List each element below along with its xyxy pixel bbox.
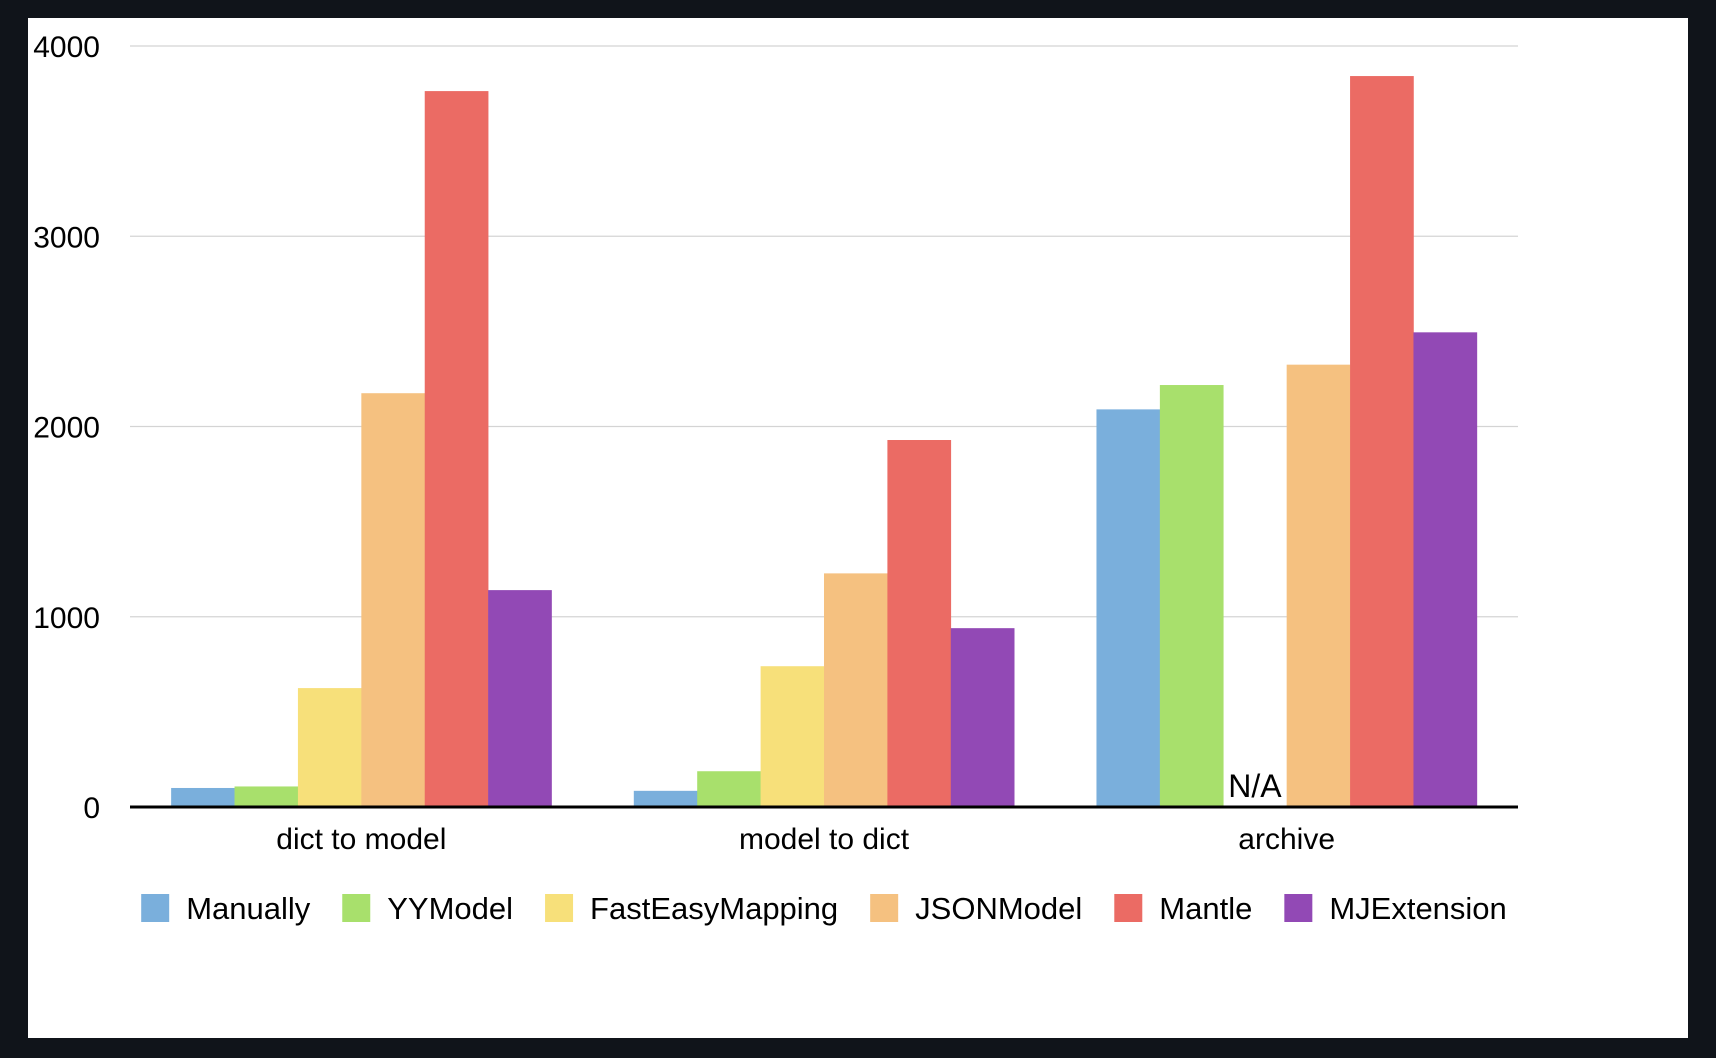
legend-label-mjextension: MJExtension bbox=[1329, 891, 1506, 926]
legend-label-mantle: Mantle bbox=[1159, 891, 1252, 926]
bar-dict-to-model-fasteasymapping bbox=[297, 688, 362, 807]
legend-swatch-jsonmodel bbox=[870, 894, 899, 922]
y-tick-label-4000: 4000 bbox=[33, 31, 100, 64]
bar-model-to-dict-mantle bbox=[887, 440, 952, 807]
legend-label-yymodel: YYModel bbox=[387, 891, 513, 926]
legend-label-fasteasymapping: FastEasyMapping bbox=[590, 891, 838, 926]
bar-dict-to-model-mantle bbox=[424, 91, 489, 808]
bar-dict-to-model-jsonmodel bbox=[361, 393, 426, 807]
bar-missing-label-archive-fasteasymapping: N/A bbox=[1228, 768, 1282, 804]
bar-dict-to-model-yymodel bbox=[234, 786, 299, 807]
legend-swatch-fasteasymapping bbox=[545, 894, 574, 922]
bar-model-to-dict-jsonmodel bbox=[824, 573, 888, 807]
y-tick-label-2000: 2000 bbox=[33, 412, 100, 445]
x-category-label-archive: archive bbox=[1238, 823, 1335, 856]
bar-archive-manually bbox=[1096, 409, 1161, 807]
legend-swatch-mantle bbox=[1114, 894, 1143, 922]
bar-dict-to-model-mjextension bbox=[488, 590, 552, 807]
bar-archive-jsonmodel bbox=[1286, 364, 1351, 807]
bar-archive-yymodel bbox=[1159, 385, 1224, 807]
chart-panel: N/A 0 1000 2000 3000 4000 dict to model model … bbox=[28, 18, 1688, 1038]
legend-swatch-mjextension bbox=[1284, 894, 1313, 922]
legend-label-jsonmodel: JSONModel bbox=[915, 891, 1082, 926]
y-tick-label-0: 0 bbox=[83, 792, 100, 825]
bar-model-to-dict-manually bbox=[633, 790, 698, 807]
bar-chart: N/A 0 1000 2000 3000 4000 dict to model model … bbox=[33, 31, 1518, 926]
legend-label-manually: Manually bbox=[186, 891, 311, 926]
x-category-label-model-to-dict: model to dict bbox=[739, 823, 910, 856]
bar-model-to-dict-yymodel bbox=[697, 771, 761, 807]
bar-archive-mjextension bbox=[1413, 332, 1478, 807]
legend-swatch-manually bbox=[141, 894, 170, 922]
bar-model-to-dict-fasteasymapping bbox=[760, 666, 825, 807]
legend: Manually YYModel FastEasyMapping JSONModel M… bbox=[141, 891, 1507, 926]
y-tick-label-3000: 3000 bbox=[33, 221, 100, 254]
bars: N/A bbox=[171, 76, 1478, 808]
x-category-label-dict-to-model: dict to model bbox=[276, 823, 446, 856]
bar-archive-mantle bbox=[1350, 76, 1414, 807]
axes: 0 1000 2000 3000 4000 dict to model model to d… bbox=[33, 31, 1518, 856]
legend-swatch-yymodel bbox=[342, 894, 371, 922]
bar-model-to-dict-mjextension bbox=[950, 628, 1015, 807]
y-tick-label-1000: 1000 bbox=[33, 602, 100, 635]
bar-dict-to-model-manually bbox=[171, 787, 235, 807]
